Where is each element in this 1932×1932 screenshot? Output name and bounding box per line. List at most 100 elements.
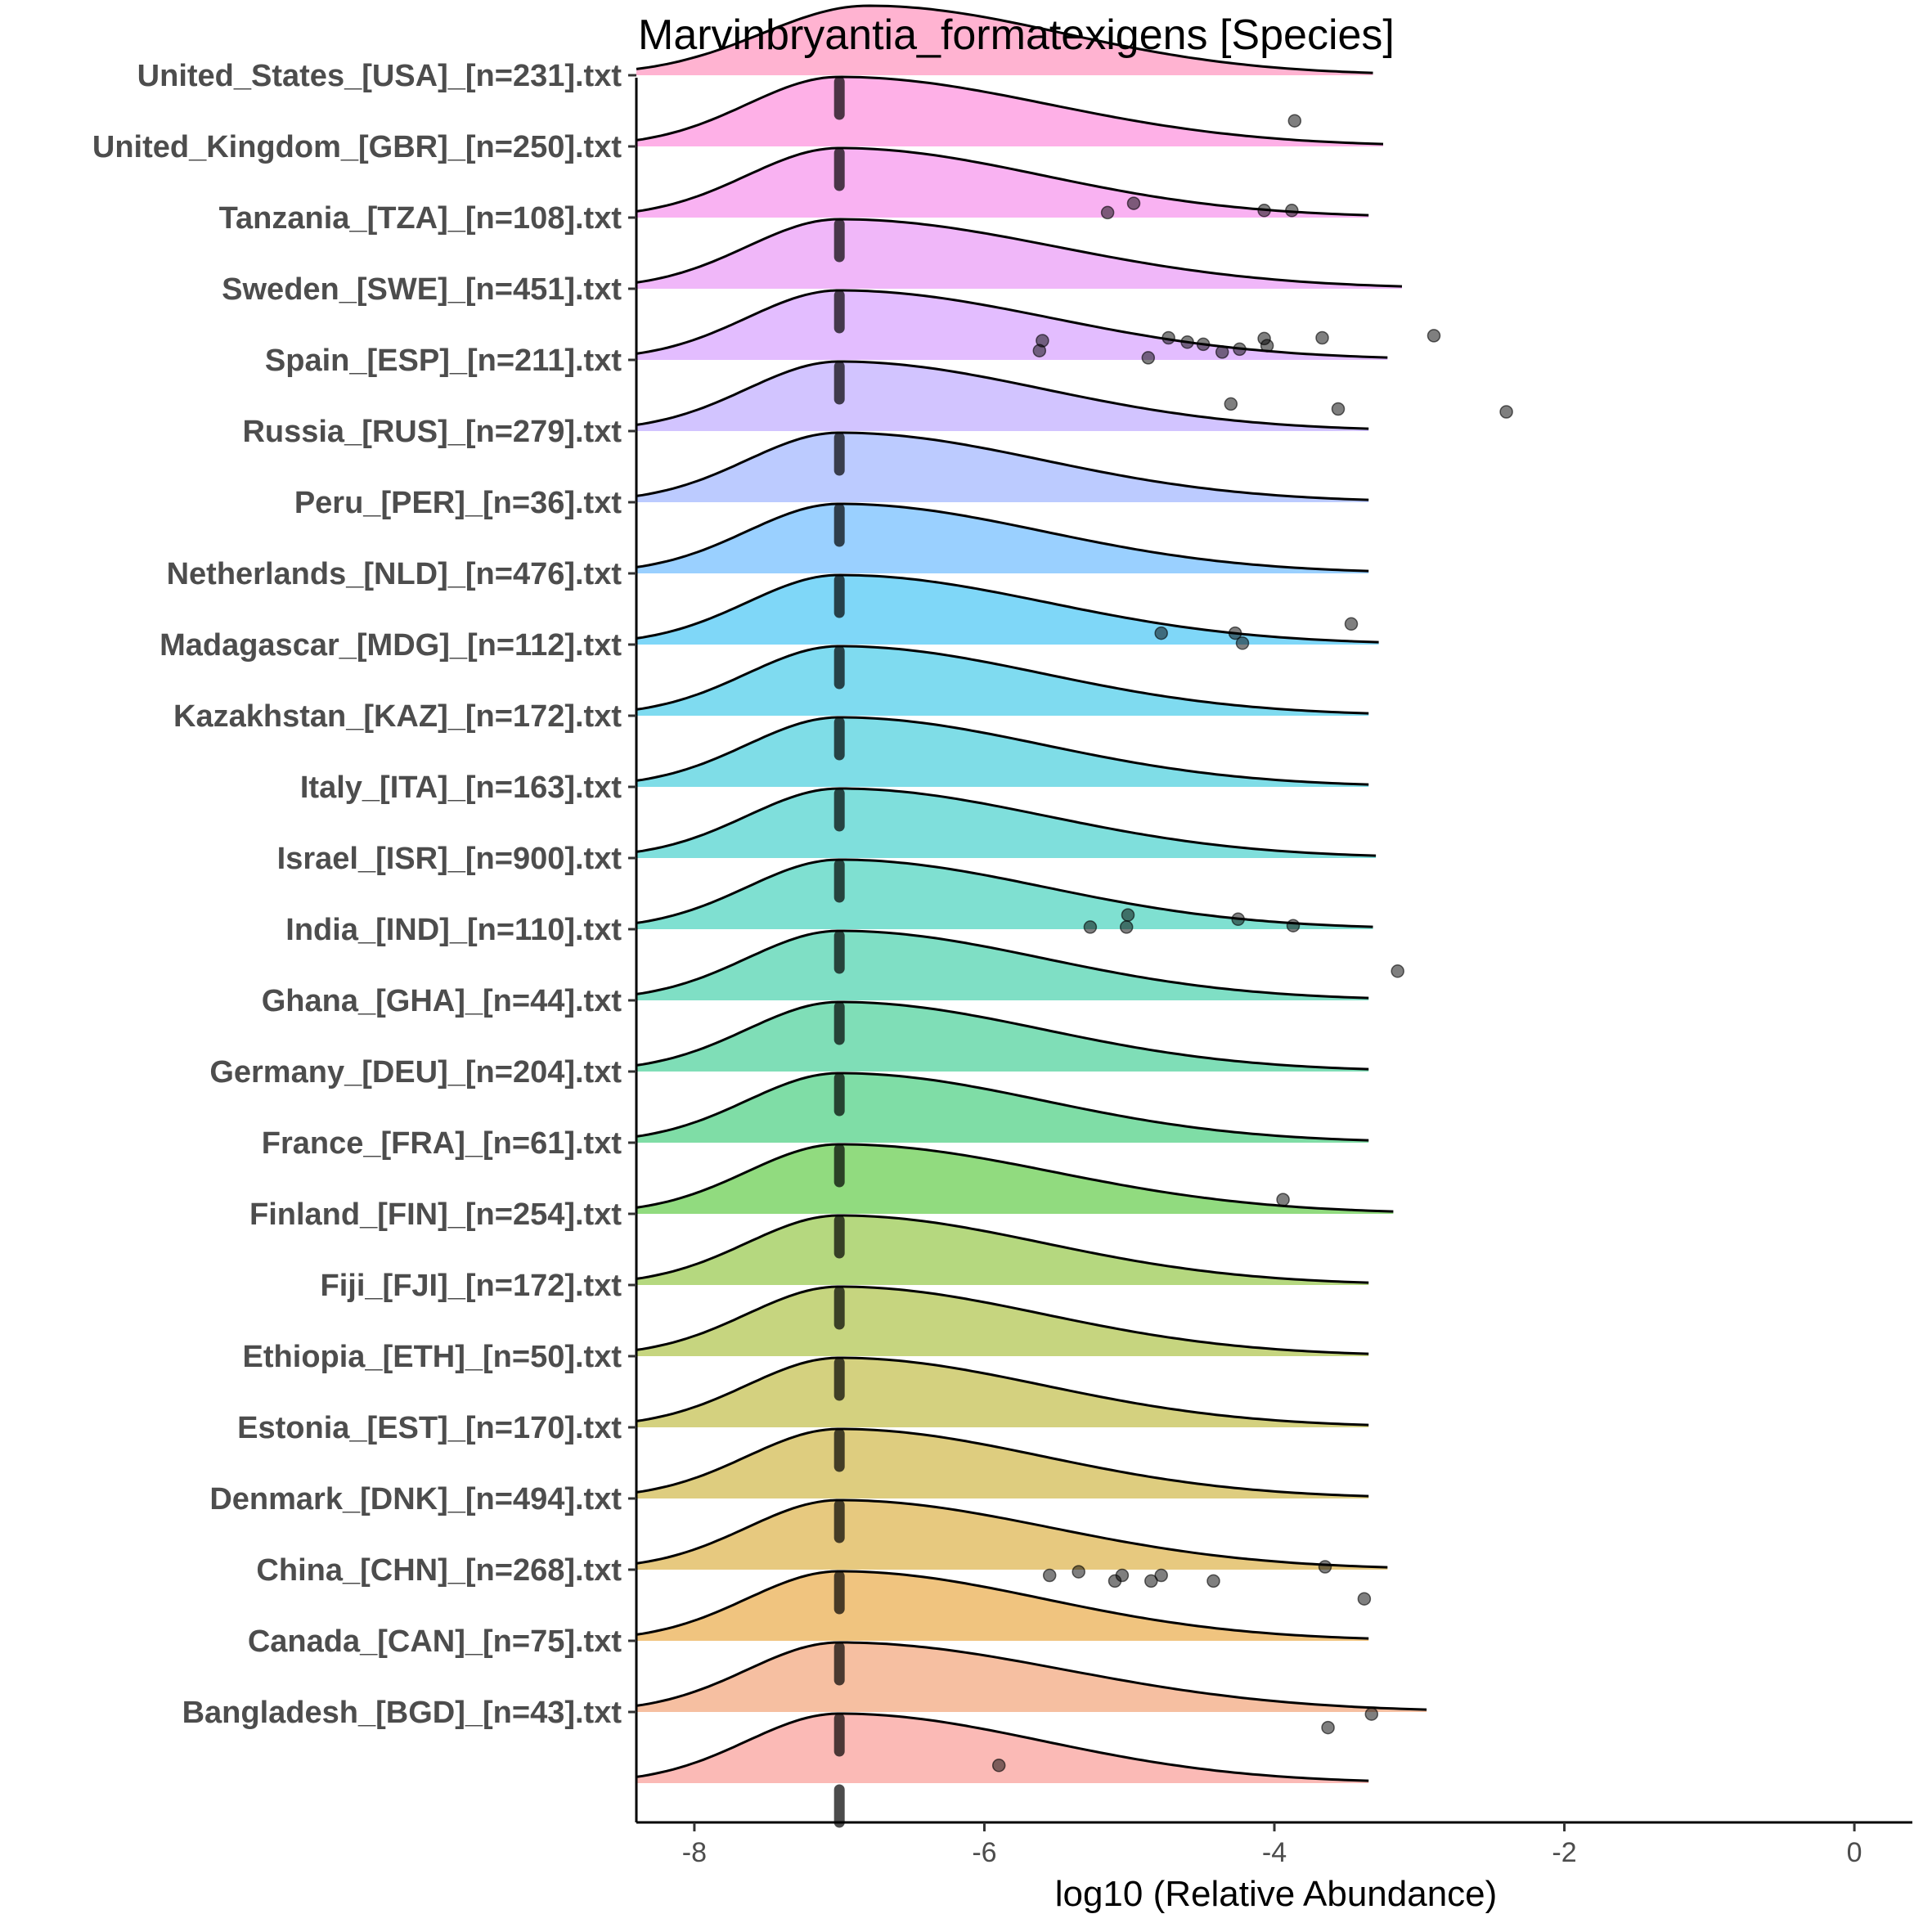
y-axis-labels: United_States_[USA]_[n=231].txt United_Ki…	[92, 59, 636, 1730]
x-tick-label: -2	[1552, 1837, 1576, 1868]
ridge-fill	[636, 1571, 1369, 1641]
outlier-point	[1154, 1568, 1168, 1583]
outlier-point	[1233, 342, 1247, 357]
ridge-outline	[636, 858, 1373, 928]
ridge-outline	[636, 787, 1377, 857]
y-axis-label: Tanzania_[TZA]_[n=108].txt	[219, 201, 622, 236]
ridge-outline	[636, 1498, 1388, 1569]
outlier-point	[1286, 919, 1301, 932]
y-axis-label: Estonia_[EST]_[n=170].txt	[237, 1411, 622, 1445]
ridge-outline	[636, 1427, 1369, 1498]
ridge-outline	[636, 218, 1403, 288]
y-axis-label: Peru_[PER]_[n=36].txt	[294, 486, 622, 520]
ridge-outline	[636, 573, 1379, 644]
outlier-point	[1331, 402, 1346, 416]
outlier-point	[1144, 1574, 1158, 1588]
outlier-point	[1121, 908, 1135, 922]
ridge-outline	[636, 1000, 1369, 1071]
ridge-fill	[636, 219, 1402, 289]
outlier-point	[1357, 1592, 1372, 1606]
density-ridges	[636, 4, 1427, 1783]
y-axis-label: Germany_[DEU]_[n=204].txt	[209, 1055, 622, 1090]
ridge-fill	[636, 1144, 1394, 1214]
ridge-fill	[636, 1002, 1369, 1072]
outlier-point	[1115, 1568, 1130, 1583]
ridge-outline	[636, 75, 1384, 146]
ridge-outline	[636, 929, 1369, 1000]
y-axis-label: China_[CHN]_[n=268].txt	[256, 1553, 622, 1588]
outlier-point	[1285, 204, 1299, 218]
ridge-outline	[636, 360, 1369, 430]
ridge-fill	[636, 1429, 1369, 1498]
outlier-point	[1257, 204, 1271, 218]
y-axis-label: United_States_[USA]_[n=231].txt	[137, 59, 622, 93]
ridge-outline	[636, 502, 1369, 573]
ridge-fill	[636, 931, 1369, 1000]
y-axis-label: Israel_[ISR]_[n=900].txt	[277, 842, 622, 876]
chart-title: Marvinbryantia_formatexigens [Species]	[638, 11, 1395, 59]
outlier-point	[1072, 1565, 1085, 1579]
ridge-fill	[636, 77, 1383, 146]
x-tick-label: -4	[1262, 1837, 1287, 1868]
ridge-fill	[636, 575, 1379, 645]
y-axis-label: Sweden_[SWE]_[n=451].txt	[222, 272, 622, 307]
outlier-point	[1315, 330, 1329, 345]
ridge-fill	[636, 789, 1377, 858]
ridge-fill	[636, 860, 1373, 929]
outlier-point	[1260, 339, 1274, 353]
outlier-point	[1427, 329, 1441, 343]
outlier-point	[1141, 351, 1156, 365]
y-axis-label: Spain_[ESP]_[n=211].txt	[265, 344, 622, 378]
y-axis-label: Canada_[CAN]_[n=75].txt	[248, 1624, 622, 1659]
ridge-fill	[636, 362, 1369, 431]
outlier-point	[1196, 337, 1211, 352]
ridge-fill	[636, 1500, 1388, 1570]
ridge-fill	[636, 717, 1369, 787]
ridge-fill	[636, 504, 1369, 573]
outlier-point	[1228, 626, 1242, 640]
outlier-point	[1215, 345, 1229, 359]
outlier-point	[1287, 114, 1302, 128]
ridge-fill	[636, 646, 1369, 716]
outlier-point	[991, 1759, 1006, 1772]
ridge-outline	[636, 716, 1369, 786]
ridge-fill	[636, 1358, 1369, 1427]
ridge-fill	[636, 290, 1388, 360]
x-axis-ticks: -8 -6 -4 -2 0	[682, 1822, 1862, 1868]
ridge-fill	[636, 1073, 1369, 1143]
ridge-outline	[636, 1570, 1369, 1640]
ridge-outline	[636, 431, 1369, 501]
outlier-point	[1206, 1574, 1220, 1588]
ridge-fill	[636, 1287, 1369, 1356]
ridge-fill	[636, 1642, 1427, 1712]
outlier-point	[1321, 1720, 1335, 1735]
outlier-point	[1224, 397, 1238, 411]
y-axis-label: Netherlands_[NLD]_[n=476].txt	[167, 557, 622, 591]
outlier-point	[1391, 964, 1404, 978]
y-axis-label: Kazakhstan_[KAZ]_[n=172].txt	[173, 699, 622, 734]
ridge-fill	[636, 433, 1369, 502]
ridge-fill	[636, 1215, 1369, 1285]
y-axis-label: Fiji_[FJI]_[n=172].txt	[321, 1269, 622, 1303]
outlier-point	[1161, 330, 1175, 345]
y-axis-label: Ghana_[GHA]_[n=44].txt	[262, 984, 622, 1018]
x-tick-label: 0	[1847, 1837, 1862, 1868]
outlier-points	[991, 114, 1513, 1772]
x-axis-title: log10 (Relative Abundance)	[1055, 1874, 1498, 1914]
outlier-point	[1119, 920, 1134, 934]
outlier-point	[1100, 205, 1115, 220]
y-axis-label: Italy_[ITA]_[n=163].txt	[300, 771, 622, 805]
outlier-point	[1318, 1560, 1332, 1574]
outlier-point	[1231, 912, 1245, 927]
ridge-fill	[636, 1714, 1369, 1783]
ridge-outline	[636, 1214, 1369, 1284]
y-axis-label: Bangladesh_[BGD]_[n=43].txt	[182, 1696, 622, 1730]
y-axis-label: Madagascar_[MDG]_[n=112].txt	[160, 628, 622, 663]
ridge-fill	[636, 148, 1369, 218]
ridge-outline	[636, 1285, 1369, 1355]
ridge-outline	[636, 1072, 1369, 1142]
ridge-outline	[636, 1356, 1369, 1427]
outlier-point	[1499, 405, 1513, 419]
y-axis-label: Russia_[RUS]_[n=279].txt	[242, 415, 622, 449]
